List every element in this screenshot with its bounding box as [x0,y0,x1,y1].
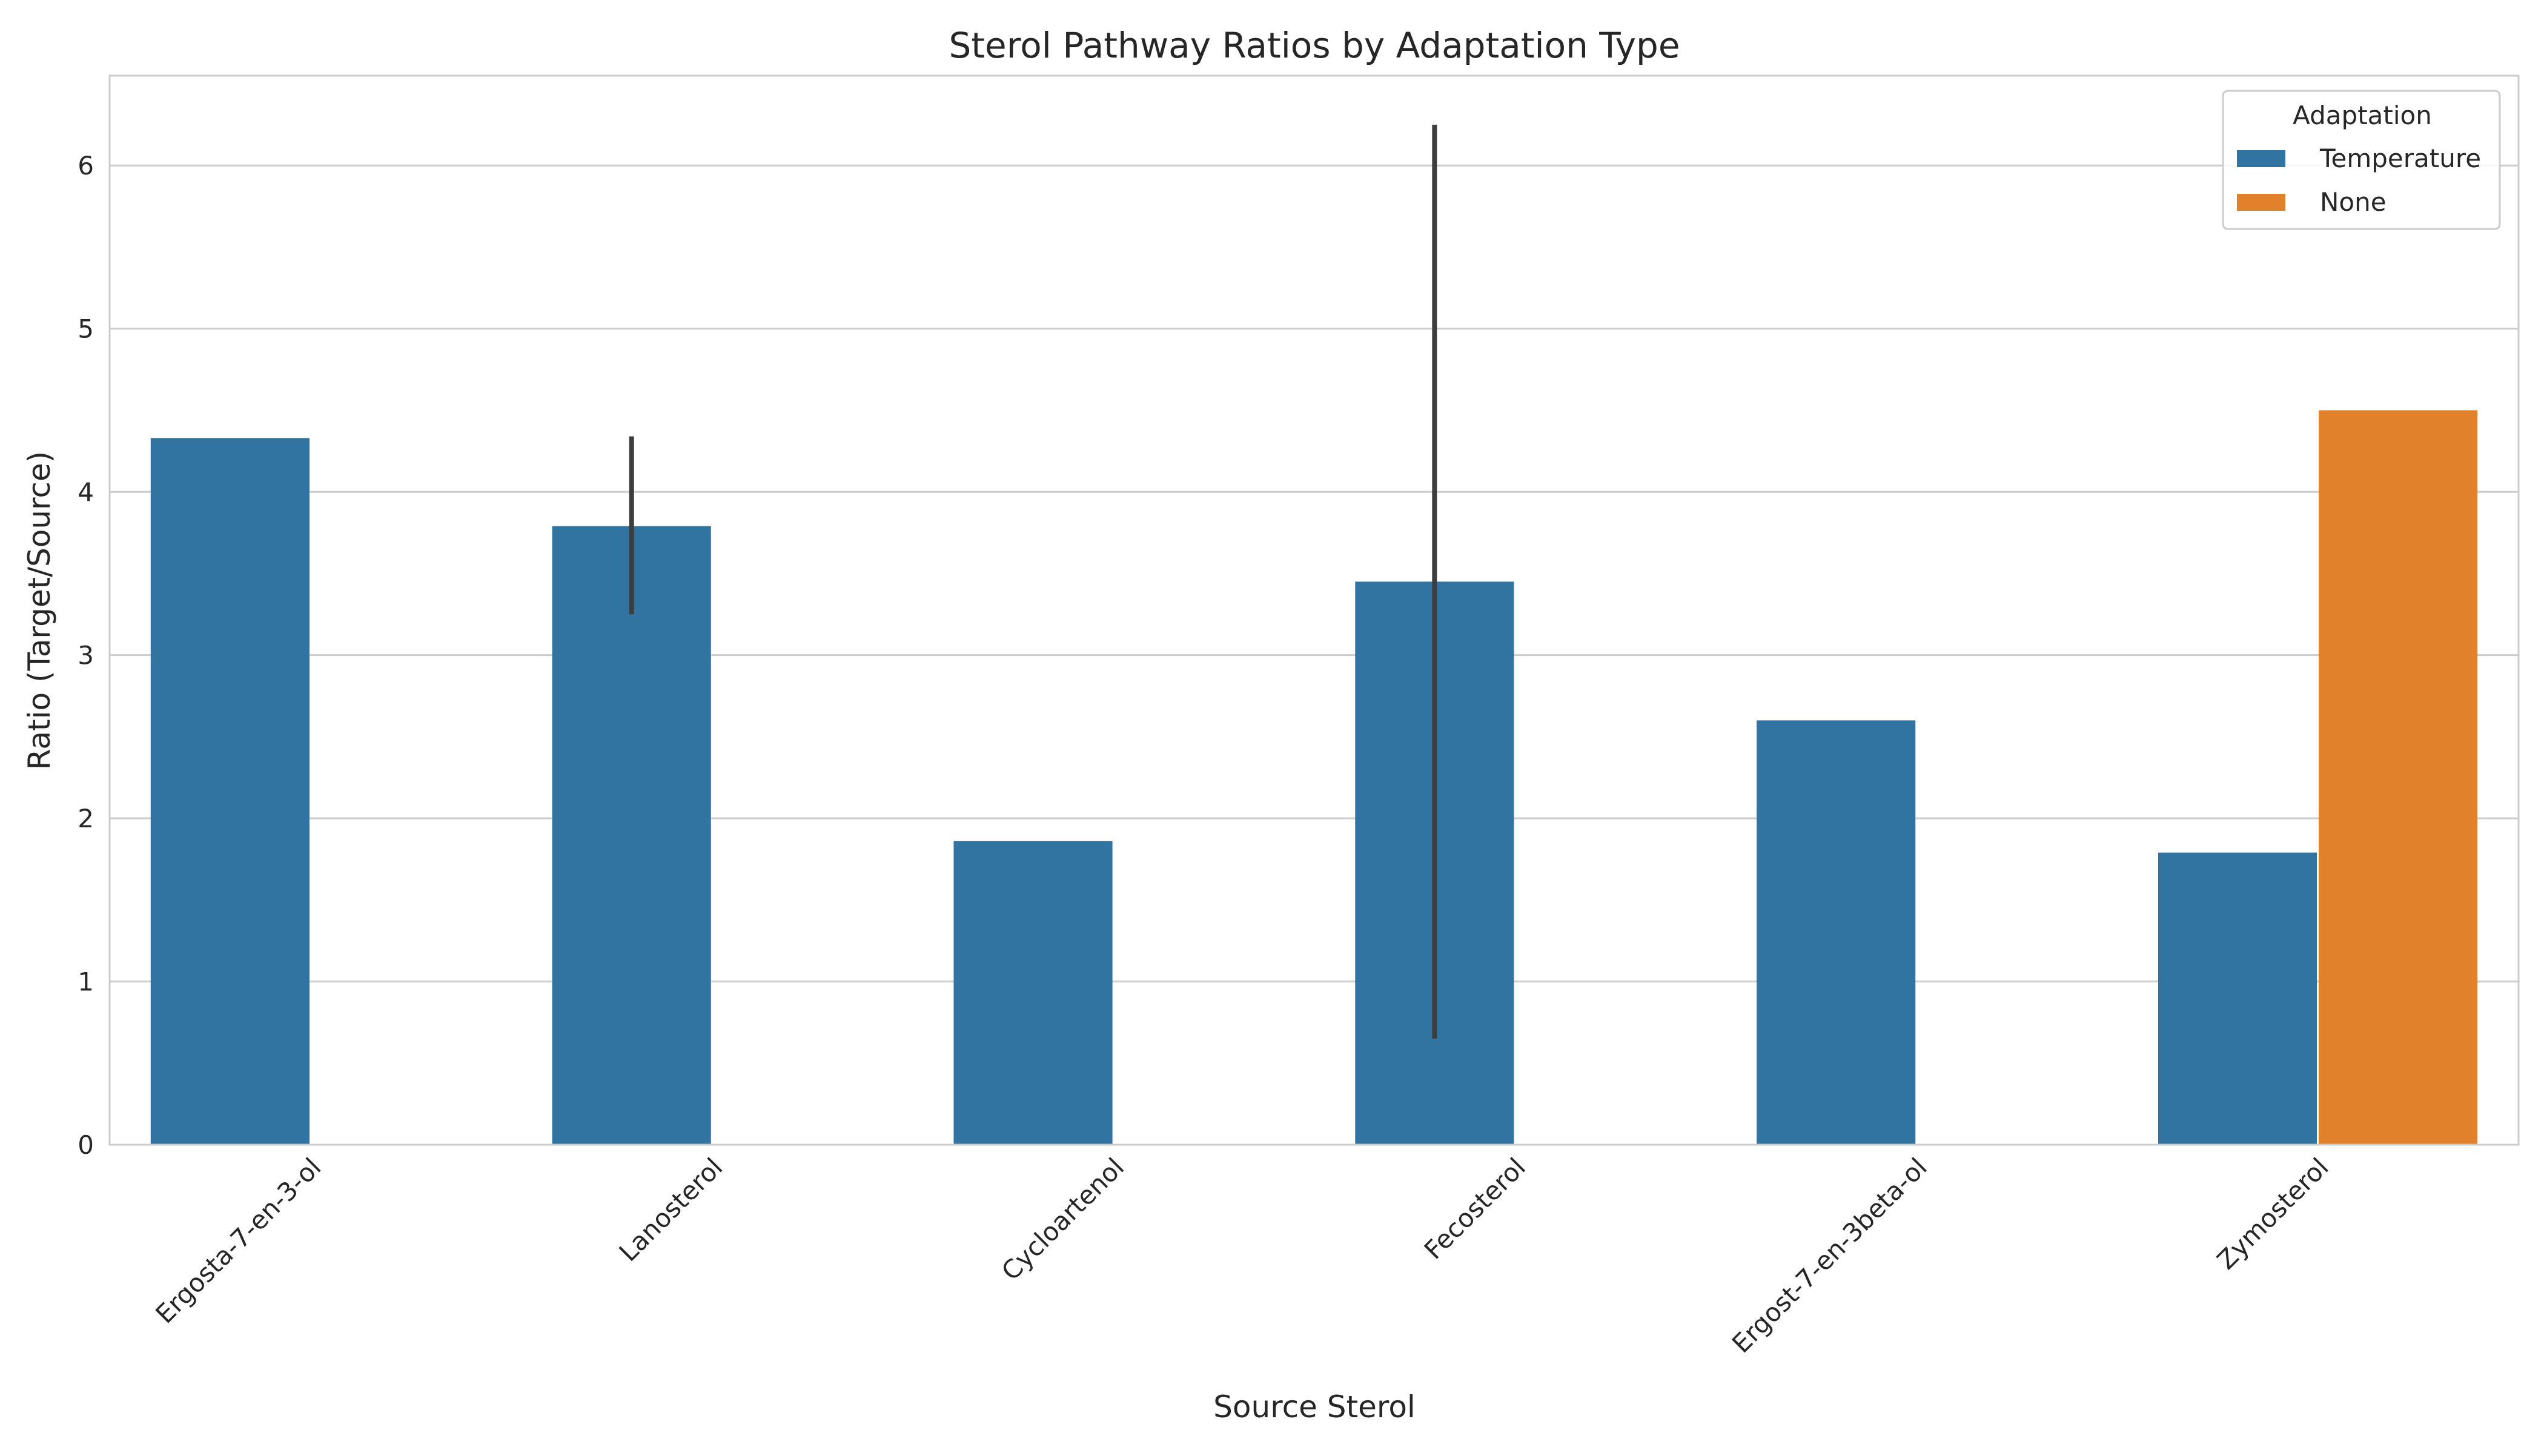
legend-label-none: None [2320,187,2387,217]
plot-area-frame [108,74,2520,1146]
error-bars [629,124,1437,1039]
y-tick-label-0: 0 [78,1130,94,1160]
y-tick-label-6: 6 [78,151,94,180]
chart-title: Sterol Pathway Ratios by Adaptation Type [949,25,1680,66]
y-tick-label-3: 3 [78,641,94,670]
bar-temperature-ergost-7-en-3beta-ol [1757,720,1916,1145]
legend-swatch-temperature [2237,150,2285,167]
legend-frame [2222,90,2501,230]
bar-none-zymosterol [2319,410,2478,1145]
bar-temperature-zymosterol [2158,852,2317,1145]
legend-swatch-none [2237,194,2285,211]
y-tick-label-5: 5 [78,314,94,344]
y-axis-ticks: 0 1 2 3 4 5 6 [78,151,94,1160]
y-tick-label-1: 1 [78,967,94,997]
bar-temperature-lanosterol [552,526,711,1145]
bar-temperature-ergosta-7-en-3-ol [150,438,310,1145]
y-tick-label-4: 4 [78,477,94,507]
legend-title: Adaptation [2293,101,2432,130]
y-tick-label-2: 2 [78,804,94,833]
y-axis-label: Ratio (Target/Source) [22,451,57,770]
bar-temperature-cycloartenol [953,841,1113,1145]
x-axis-label: Source Sterol [1213,1389,1416,1425]
legend: Adaptation Temperature None [2222,90,2501,230]
legend-label-temperature: Temperature [2319,144,2481,173]
bars [150,410,2478,1145]
gridlines [110,164,2519,983]
